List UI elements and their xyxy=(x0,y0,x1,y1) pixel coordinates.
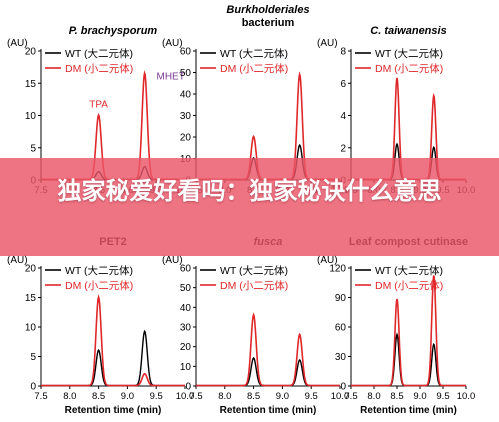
y-axis-unit-label: (AU) xyxy=(162,255,183,266)
y-tick-label: 10 xyxy=(25,323,37,334)
y-tick-label: 0 xyxy=(340,382,346,393)
chart-title: C. taiwanensis xyxy=(370,25,446,37)
y-tick-label: 30 xyxy=(335,352,347,363)
legend-label: DM (小二元体) xyxy=(220,63,288,75)
y-tick-label: 8 xyxy=(340,47,346,58)
y-tick-label: 60 xyxy=(335,323,347,334)
chart-title: Burkholderiales xyxy=(226,4,309,16)
y-tick-label: 30 xyxy=(180,323,192,334)
chart-panel-6: Leaf compost cutinase(AU)03060901207.58.… xyxy=(317,236,475,416)
y-tick-label: 4 xyxy=(340,111,346,122)
y-axis-unit-label: (AU) xyxy=(317,38,338,49)
x-axis-label: Retention time (min) xyxy=(360,405,457,416)
y-tick-label: 120 xyxy=(329,264,346,275)
legend-label: WT (大二元体) xyxy=(220,264,288,277)
x-tick-label: 10.0 xyxy=(176,391,195,402)
legend-label: DM (小二元体) xyxy=(375,63,443,75)
legend-label: DM (小二元体) xyxy=(220,280,288,292)
legend-label: WT (大二元体) xyxy=(375,47,443,60)
y-tick-label: 6 xyxy=(340,79,346,90)
series-line-wt xyxy=(41,329,185,387)
legend-label: WT (大二元体) xyxy=(375,264,443,277)
legend-label: DM (小二元体) xyxy=(65,63,133,75)
x-tick-label: 9.0 xyxy=(413,391,426,402)
y-tick-label: 0 xyxy=(185,382,191,393)
y-tick-label: 20 xyxy=(180,342,192,353)
y-tick-label: 40 xyxy=(180,303,192,314)
y-axis-unit-label: (AU) xyxy=(7,255,28,266)
x-tick-label: 7.5 xyxy=(189,391,202,402)
x-tick-label: 8.0 xyxy=(218,391,231,402)
y-tick-label: 50 xyxy=(180,68,192,79)
x-tick-label: 7.5 xyxy=(344,391,357,402)
x-tick-label: 9.0 xyxy=(276,391,289,402)
x-tick-label: 9.5 xyxy=(150,391,163,402)
y-tick-label: 10 xyxy=(25,111,37,122)
y-tick-label: 5 xyxy=(30,143,36,154)
y-tick-label: 15 xyxy=(25,79,37,90)
legend-label: WT (大二元体) xyxy=(65,264,133,277)
y-tick-label: 15 xyxy=(25,293,37,304)
x-tick-label: 10.0 xyxy=(457,391,476,402)
y-axis-unit-label: (AU) xyxy=(317,255,338,266)
legend-label: WT (大二元体) xyxy=(220,47,288,60)
annotation-tpa: TPA xyxy=(89,100,108,111)
watermark-banner-text: 独家秘爱好看吗：独家秘诀什么意思 xyxy=(57,177,442,205)
x-axis-label: Retention time (min) xyxy=(65,405,162,416)
chart-panel-5: fusca(AU)01020304050607.58.08.59.09.510.… xyxy=(162,236,349,416)
legend-label: WT (大二元体) xyxy=(65,47,133,60)
y-axis-unit-label: (AU) xyxy=(162,38,183,49)
y-tick-label: 10 xyxy=(180,362,192,373)
series-line-dm xyxy=(41,294,185,387)
x-tick-label: 9.5 xyxy=(305,391,318,402)
y-tick-label: 30 xyxy=(180,111,192,122)
series-line-wt xyxy=(196,356,340,387)
x-tick-label: 9.0 xyxy=(121,391,134,402)
legend-label: DM (小二元体) xyxy=(375,280,443,292)
series-line-wt xyxy=(351,332,466,387)
x-tick-label: 8.5 xyxy=(92,391,105,402)
y-tick-label: 40 xyxy=(180,90,192,101)
x-tick-label: 7.5 xyxy=(34,391,47,402)
x-tick-label: 8.0 xyxy=(63,391,76,402)
x-axis-label: Retention time (min) xyxy=(220,405,317,416)
x-tick-label: 8.5 xyxy=(247,391,260,402)
x-tick-label: 8.5 xyxy=(390,391,403,402)
series-line-dm xyxy=(196,312,340,387)
y-tick-label: 20 xyxy=(25,264,37,275)
annotation-mhet: MHET xyxy=(157,72,185,83)
y-tick-label: 60 xyxy=(180,47,192,58)
watermark-banner xyxy=(0,158,499,256)
series-line-dm xyxy=(351,275,466,387)
legend-label: DM (小二元体) xyxy=(65,280,133,292)
chart-title: P. brachysporum xyxy=(69,25,158,37)
y-axis-unit-label: (AU) xyxy=(7,38,28,49)
y-tick-label: 60 xyxy=(180,264,192,275)
y-tick-label: 2 xyxy=(340,143,346,154)
x-tick-label: 9.5 xyxy=(436,391,449,402)
y-tick-label: 90 xyxy=(335,293,347,304)
chart-title-line2: bacterium xyxy=(242,17,295,29)
y-tick-label: 5 xyxy=(30,352,36,363)
y-tick-label: 50 xyxy=(180,283,192,294)
y-tick-label: 20 xyxy=(25,47,37,58)
x-tick-label: 8.0 xyxy=(367,391,380,402)
y-tick-label: 20 xyxy=(180,133,192,144)
y-tick-label: 0 xyxy=(30,382,36,393)
x-tick-label: 10.0 xyxy=(331,391,350,402)
